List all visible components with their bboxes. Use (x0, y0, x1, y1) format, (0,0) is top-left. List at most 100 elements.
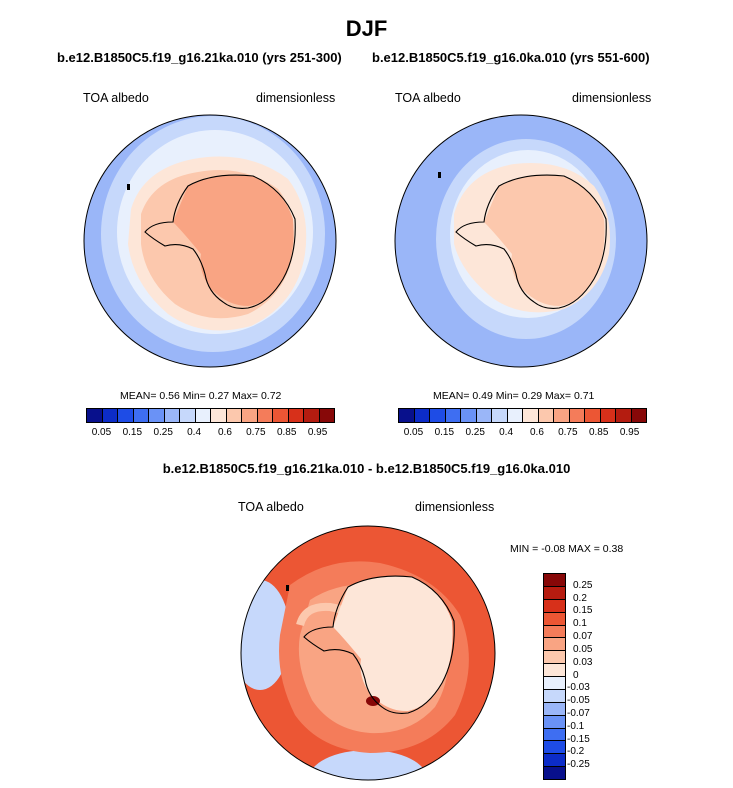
colorbar-tick-label: 0.4 (499, 427, 514, 438)
colorbar-swatch (544, 677, 565, 690)
colorbar-swatch (430, 409, 446, 422)
colorbar-swatch (399, 409, 415, 422)
colorbar-swatch (631, 409, 646, 422)
diff-units-label: dimensionless (415, 500, 495, 514)
colorbar-tick-label: -0.03 (567, 682, 590, 694)
colorbar-swatch (544, 741, 565, 755)
colorbar-swatch (544, 702, 565, 716)
colorbar-swatch (445, 409, 461, 422)
antarctic-coastline (144, 174, 296, 309)
difference-colorbar (543, 573, 566, 780)
colorbar-swatch (118, 409, 134, 422)
colorbar-tick-label: 0.95 (619, 427, 640, 438)
colorbar-tick-label: -0.2 (567, 746, 585, 758)
colorbar-tick-label: 0.6 (529, 427, 544, 438)
colorbar-tick-label: 0.07 (573, 631, 593, 643)
left-panel-title: b.e12.B1850C5.f19_g16.21ka.010 (yrs 251-… (57, 50, 342, 65)
colorbar-swatch (554, 409, 570, 422)
colorbar-swatch (544, 664, 565, 677)
colorbar-tick-label: 0.75 (246, 427, 266, 438)
diff-field-land (333, 576, 453, 712)
colorbar-swatch (544, 586, 565, 600)
colorbar-tick-label: -0.07 (567, 707, 590, 719)
colorbar-swatch (102, 409, 118, 422)
colorbar-swatch (87, 409, 103, 422)
colorbar-swatch (492, 409, 508, 422)
colorbar-swatch (544, 574, 565, 587)
colorbar-tick-label: 0.15 (573, 605, 593, 617)
colorbar-swatch (585, 409, 601, 422)
colorbar-tick-label: 0.05 (573, 643, 593, 655)
colorbar-swatch (133, 409, 149, 422)
colorbar-tick-label: -0.15 (567, 733, 590, 745)
antarctic-coastline (455, 174, 607, 309)
colorbar-tick-label: 0.75 (558, 427, 578, 438)
colorbar-swatch (461, 409, 477, 422)
colorbar-tick-label: 0.95 (307, 427, 328, 438)
colorbar-tick-label: 0.85 (588, 427, 609, 438)
colorbar-tick-label: -0.25 (567, 759, 590, 771)
difference-polar-map (240, 525, 496, 781)
colorbar-swatch (414, 409, 430, 422)
right-units-label: dimensionless (572, 91, 652, 105)
colorbar-tick-label: 0.85 (276, 427, 297, 438)
colorbar-tick-label: 0.1 (573, 618, 587, 630)
colorbar-tick-label: 0.2 (573, 592, 587, 604)
ice-zone (173, 175, 294, 306)
diff-field-negative-bottom (308, 750, 428, 780)
colorbar-tick-label: 0.05 (403, 427, 424, 438)
colorbar-swatch (273, 409, 289, 422)
left-units-label: dimensionless (256, 91, 336, 105)
colorbar-tick-label: -0.1 (567, 720, 585, 732)
colorbar-swatch (226, 409, 242, 422)
island-mark (286, 585, 289, 591)
left-stats: MEAN= 0.56 Min= 0.27 Max= 0.72 (120, 390, 282, 402)
difference-title: b.e12.B1850C5.f19_g16.21ka.010 - b.e12.B… (162, 461, 571, 476)
colorbar-swatch (544, 625, 565, 639)
island-mark (127, 184, 130, 190)
map-border (394, 114, 648, 368)
colorbar-swatch (538, 409, 554, 422)
right-polar-map (394, 114, 648, 368)
colorbar-swatch (544, 715, 565, 729)
colorbar-swatch (507, 409, 523, 422)
colorbar-tick-label: 0.25 (573, 579, 593, 591)
right-colorbar (398, 408, 647, 423)
colorbar-swatch (304, 409, 320, 422)
left-variable-label: TOA albedo (83, 91, 149, 105)
colorbar-swatch (180, 409, 196, 422)
colorbar-swatch (242, 409, 258, 422)
colorbar-tick-label: 0.05 (91, 427, 112, 438)
left-colorbar (86, 408, 335, 423)
main-title: DJF (345, 16, 388, 41)
colorbar-swatch (288, 409, 304, 422)
colorbar-swatch (544, 638, 565, 652)
colorbar-tick-label: 0.6 (217, 427, 232, 438)
colorbar-swatch (319, 409, 334, 422)
colorbar-tick-label: 0.25 (465, 427, 485, 438)
antarctic-coastline (303, 575, 455, 714)
colorbar-swatch (544, 612, 565, 626)
colorbar-swatch (544, 689, 565, 703)
ice-zone (484, 175, 605, 306)
colorbar-tick-label: 0.15 (122, 427, 143, 438)
map-border (83, 114, 337, 368)
colorbar-tick-label: -0.05 (567, 695, 590, 707)
colorbar-swatch (149, 409, 165, 422)
colorbar-tick-label: 0.15 (434, 427, 455, 438)
colorbar-swatch (600, 409, 616, 422)
colorbar-swatch (544, 728, 565, 742)
map-border (240, 525, 496, 781)
right-stats: MEAN= 0.49 Min= 0.29 Max= 0.71 (433, 390, 595, 402)
colorbar-tick-label: 0 (573, 669, 579, 681)
left-polar-map (83, 114, 337, 368)
colorbar-swatch (523, 409, 539, 422)
colorbar-swatch (544, 767, 565, 779)
right-panel-title: b.e12.B1850C5.f19_g16.0ka.010 (yrs 551-6… (372, 50, 650, 65)
island-mark (438, 172, 441, 178)
colorbar-swatch (257, 409, 273, 422)
colorbar-tick-label: 0.03 (573, 656, 593, 668)
colorbar-swatch (544, 651, 565, 665)
right-variable-label: TOA albedo (395, 91, 461, 105)
colorbar-tick-label: 0.25 (153, 427, 173, 438)
